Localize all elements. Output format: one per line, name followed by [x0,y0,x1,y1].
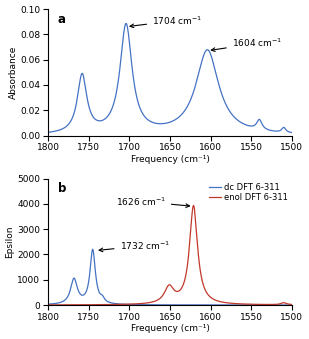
dc DFT 6-311 [74,280,78,284]
Line: dc DFT 6-311: dc DFT 6-311 [44,249,296,305]
enol DFT 6-311 [186,256,190,260]
enol DFT 6-311 [250,302,254,306]
Line: enol DFT 6-311: enol DFT 6-311 [44,205,296,305]
Text: 1704 cm$^{-1}$: 1704 cm$^{-1}$ [130,14,202,27]
enol DFT 6-311 [197,261,201,265]
Text: 1604 cm$^{-1}$: 1604 cm$^{-1}$ [211,37,282,52]
Y-axis label: Epsilon: Epsilon [6,225,15,258]
dc DFT 6-311 [294,303,298,307]
Text: a: a [58,13,66,26]
Text: 1626 cm$^{-1}$: 1626 cm$^{-1}$ [116,195,189,207]
enol DFT 6-311 [47,303,51,307]
dc DFT 6-311 [265,303,269,307]
enol DFT 6-311 [294,303,298,307]
dc DFT 6-311 [197,303,201,307]
dc DFT 6-311 [42,302,46,306]
enol DFT 6-311 [265,302,269,306]
enol DFT 6-311 [42,303,46,307]
X-axis label: Frequency (cm⁻¹): Frequency (cm⁻¹) [130,324,210,334]
X-axis label: Frequency (cm⁻¹): Frequency (cm⁻¹) [130,155,210,164]
enol DFT 6-311 [192,203,195,207]
dc DFT 6-311 [250,303,254,307]
Y-axis label: Absorbance: Absorbance [8,46,17,99]
Text: 1732 cm$^{-1}$: 1732 cm$^{-1}$ [99,239,170,252]
enol DFT 6-311 [74,303,78,307]
dc DFT 6-311 [91,247,95,251]
dc DFT 6-311 [187,303,190,307]
Text: b: b [58,182,66,195]
Legend: dc DFT 6-311, enol DFT 6-311: dc DFT 6-311, enol DFT 6-311 [209,183,288,202]
dc DFT 6-311 [47,302,51,306]
